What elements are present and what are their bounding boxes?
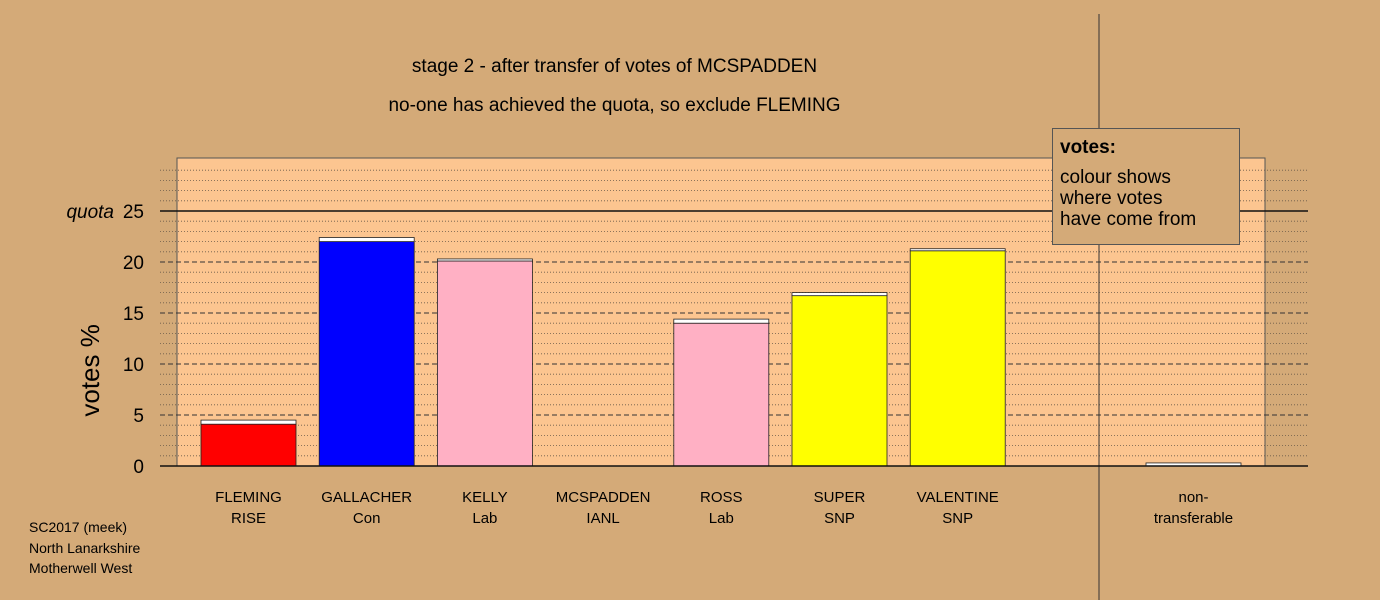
x-category-name: FLEMING — [215, 489, 282, 506]
bar-first — [791, 295, 888, 467]
legend-line: have come from — [1060, 209, 1197, 230]
bar-transfer — [436, 258, 533, 262]
footer-line: Motherwell West — [29, 560, 133, 576]
x-category-party: Lab — [709, 510, 734, 527]
x-category-party: SNP — [942, 510, 973, 527]
x-category-name: MCSPADDEN — [556, 489, 651, 506]
chart-title-line2: no-one has achieved the quota, so exclud… — [388, 95, 841, 116]
x-category-name: KELLY — [462, 489, 508, 506]
bar-first — [673, 322, 770, 467]
x-category-party: Lab — [472, 510, 497, 527]
legend: votes: colour shows where votes have com… — [1052, 128, 1240, 245]
footer-line: North Lanarkshire — [29, 540, 141, 556]
bar-transfer — [673, 318, 770, 324]
y-tick-label: 10 — [123, 355, 144, 376]
y-tick-label: 20 — [123, 253, 144, 274]
x-category-name: SUPER — [814, 489, 866, 506]
legend-line: colour shows — [1060, 167, 1171, 188]
x-category-name: VALENTINE — [917, 489, 999, 506]
quota-label: quota — [66, 202, 114, 223]
footer-line: SC2017 (meek) — [29, 519, 128, 535]
bar-first — [200, 423, 297, 467]
x-category-party: SNP — [824, 510, 855, 527]
legend-line: where votes — [1060, 188, 1163, 209]
bar-transfer — [200, 419, 297, 425]
legend-title: votes: — [1060, 137, 1116, 158]
x-category-name: non- — [1178, 489, 1208, 506]
x-category-name: ROSS — [700, 489, 743, 506]
bar-first — [436, 260, 533, 467]
y-axis-label: votes % — [75, 324, 105, 417]
y-tick-label: 0 — [133, 457, 144, 478]
y-tick-label: 25 — [123, 202, 144, 223]
x-category-name: transferable — [1154, 510, 1233, 527]
bar-transfer — [909, 248, 1006, 252]
x-category-party: IANL — [586, 510, 619, 527]
y-tick-label: 5 — [133, 406, 144, 427]
bar-transfer — [791, 292, 888, 297]
chart-title-line1: stage 2 - after transfer of votes of MCS… — [411, 56, 818, 77]
x-category-name: GALLACHER — [321, 489, 412, 506]
bar-first — [909, 250, 1006, 467]
bar-first — [318, 241, 415, 467]
x-category-party: Con — [353, 510, 381, 527]
x-category-party: RISE — [231, 510, 266, 527]
bar-transfer — [318, 237, 415, 243]
y-tick-label: 15 — [123, 304, 144, 325]
